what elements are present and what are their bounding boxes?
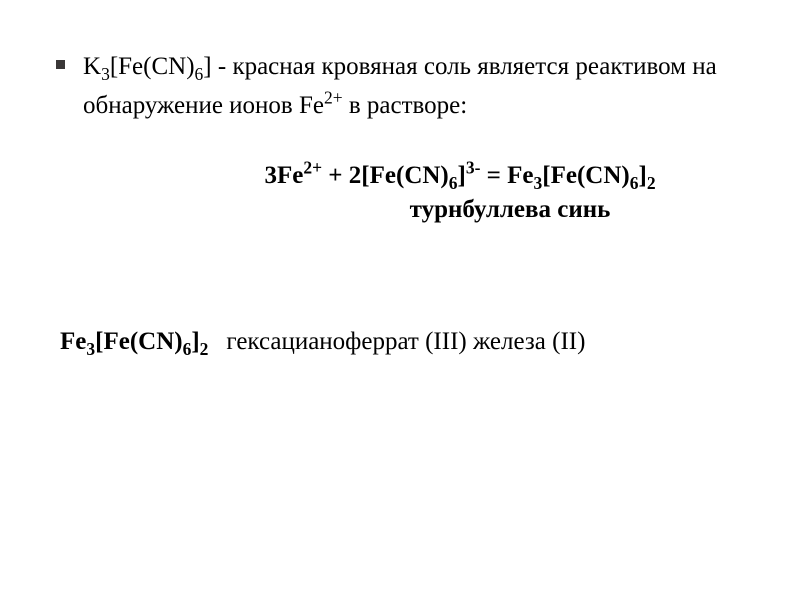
formula-k: K xyxy=(83,53,101,80)
eq-prod2-sub2: 2 xyxy=(647,173,656,193)
eq-prod2-close: ] xyxy=(638,162,646,189)
bf-f2: [Fe(CN) xyxy=(95,328,182,355)
formula-fe: [Fe(CN) xyxy=(110,53,195,80)
formula-close: ] xyxy=(203,53,211,80)
formula-fe-sub: 6 xyxy=(195,64,204,84)
bf-f1-sub: 3 xyxy=(86,339,95,359)
bottom-formula: Fe3[Fe(CN)6]2 xyxy=(60,324,208,359)
compound-name: гексацианоферрат (III) железа (II) xyxy=(226,324,585,359)
eq-sub2: 6 xyxy=(449,173,458,193)
eq-equals: = xyxy=(480,162,507,189)
eq-prod1-sub: 3 xyxy=(534,173,543,193)
eq-sup2: 3- xyxy=(466,157,481,177)
product-label: турнбуллева синь xyxy=(56,196,744,224)
eq-prod2: [Fe(CN) xyxy=(542,162,629,189)
bullet-text: K3[Fe(CN)6] - красная кровяная соль явля… xyxy=(83,48,744,126)
formula-k-sub: 3 xyxy=(101,64,110,84)
eq-sup1: 2+ xyxy=(303,157,322,177)
bullet-item: K3[Fe(CN)6] - красная кровяная соль явля… xyxy=(56,48,744,126)
eq-prod1: Fe xyxy=(507,162,533,189)
bf-f2-sub2: 2 xyxy=(200,339,209,359)
eq-coef2: 2[Fe(CN) xyxy=(349,162,449,189)
reaction-equation: 3Fe2+ + 2[Fe(CN)6]3- = Fe3[Fe(CN)6]2 xyxy=(56,162,744,190)
desc-part2: в растворе: xyxy=(343,92,468,119)
bf-f1: Fe xyxy=(60,328,86,355)
eq-plus: + xyxy=(322,162,349,189)
dash: - xyxy=(212,53,233,80)
eq-coef1: 3Fe xyxy=(264,162,303,189)
bottom-line: Fe3[Fe(CN)6]2 гексацианоферрат (III) жел… xyxy=(60,324,744,359)
eq-close2: ] xyxy=(458,162,466,189)
bullet-marker-icon xyxy=(56,60,65,69)
bf-f2-close: ] xyxy=(191,328,199,355)
ion-sup: 2+ xyxy=(324,87,343,107)
